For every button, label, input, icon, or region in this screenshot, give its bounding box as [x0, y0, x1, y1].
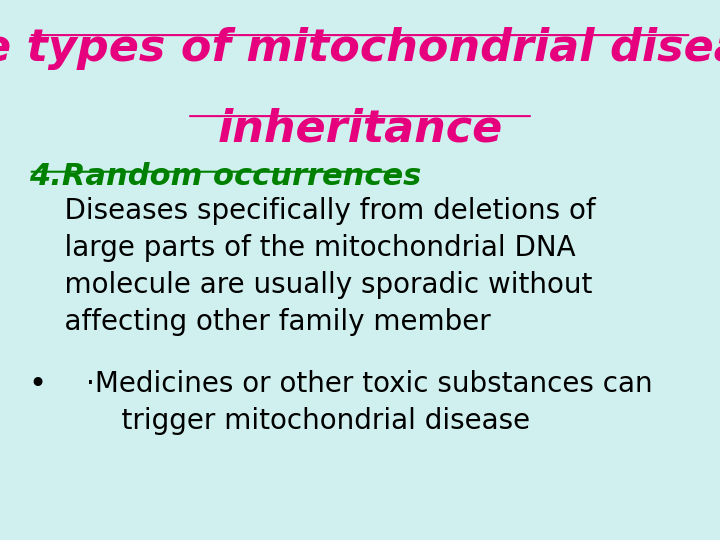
Text: Diseases specifically from deletions of
    large parts of the mitochondrial DNA: Diseases specifically from deletions of … [29, 197, 595, 335]
Text: The types of mitochondrial disease: The types of mitochondrial disease [0, 27, 720, 70]
Text: inheritance: inheritance [217, 108, 503, 151]
Text: 4.Random occurrences: 4.Random occurrences [29, 162, 421, 191]
Text: ·Medicines or other toxic substances can
    trigger mitochondrial disease: ·Medicines or other toxic substances can… [86, 370, 653, 435]
Text: •: • [29, 370, 47, 399]
